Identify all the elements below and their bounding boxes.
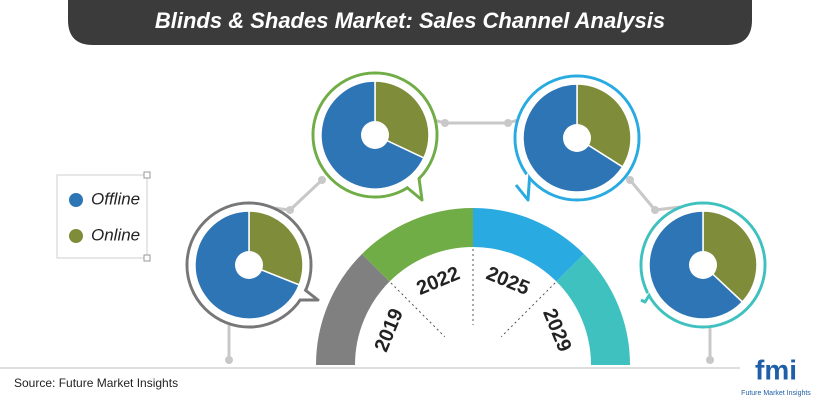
connector-dot xyxy=(651,206,659,214)
donut xyxy=(185,201,320,329)
bubble-tail xyxy=(403,170,424,202)
logo-name: Future Market Insights xyxy=(741,390,811,397)
legend-corner xyxy=(143,171,151,179)
year-label: 2022 xyxy=(414,263,464,300)
gauge-segment xyxy=(361,208,473,282)
gauge-segment xyxy=(316,253,390,365)
gauge-segment xyxy=(473,208,585,282)
donut-hole xyxy=(361,121,389,149)
donut xyxy=(513,74,641,202)
legend xyxy=(56,171,151,262)
connector-dot xyxy=(318,176,326,184)
year-label: 2025 xyxy=(483,263,533,300)
legend-label: Offline xyxy=(91,189,140,208)
title-bar xyxy=(68,0,752,45)
connector-dot xyxy=(225,356,233,364)
gauge-segment xyxy=(556,253,630,365)
connector-dot xyxy=(706,356,714,364)
donut-slice xyxy=(702,210,758,304)
donut xyxy=(639,201,767,329)
legend-swatch xyxy=(69,229,83,243)
donut-slice xyxy=(374,80,430,159)
donut xyxy=(311,71,439,202)
legend-label: Online xyxy=(91,225,140,244)
year-label: 2019 xyxy=(371,306,408,356)
logo-mark: fmi xyxy=(755,354,797,385)
chart-title: Blinds & Shades Market: Sales Channel An… xyxy=(155,8,665,33)
legend-corner xyxy=(143,254,151,262)
source: Source: Future Market Insights xyxy=(14,376,178,390)
connector-dot xyxy=(441,119,449,127)
legend-box xyxy=(56,174,148,259)
donut-hole xyxy=(689,251,717,279)
year-label: 2029 xyxy=(538,306,575,356)
donut-hole xyxy=(563,124,591,152)
bubble-tail xyxy=(514,170,532,202)
connector-dot xyxy=(626,176,634,184)
connector-dot xyxy=(286,206,294,214)
connector-dot xyxy=(504,119,512,127)
donut-hole xyxy=(235,251,263,279)
legend-swatch xyxy=(69,193,83,207)
